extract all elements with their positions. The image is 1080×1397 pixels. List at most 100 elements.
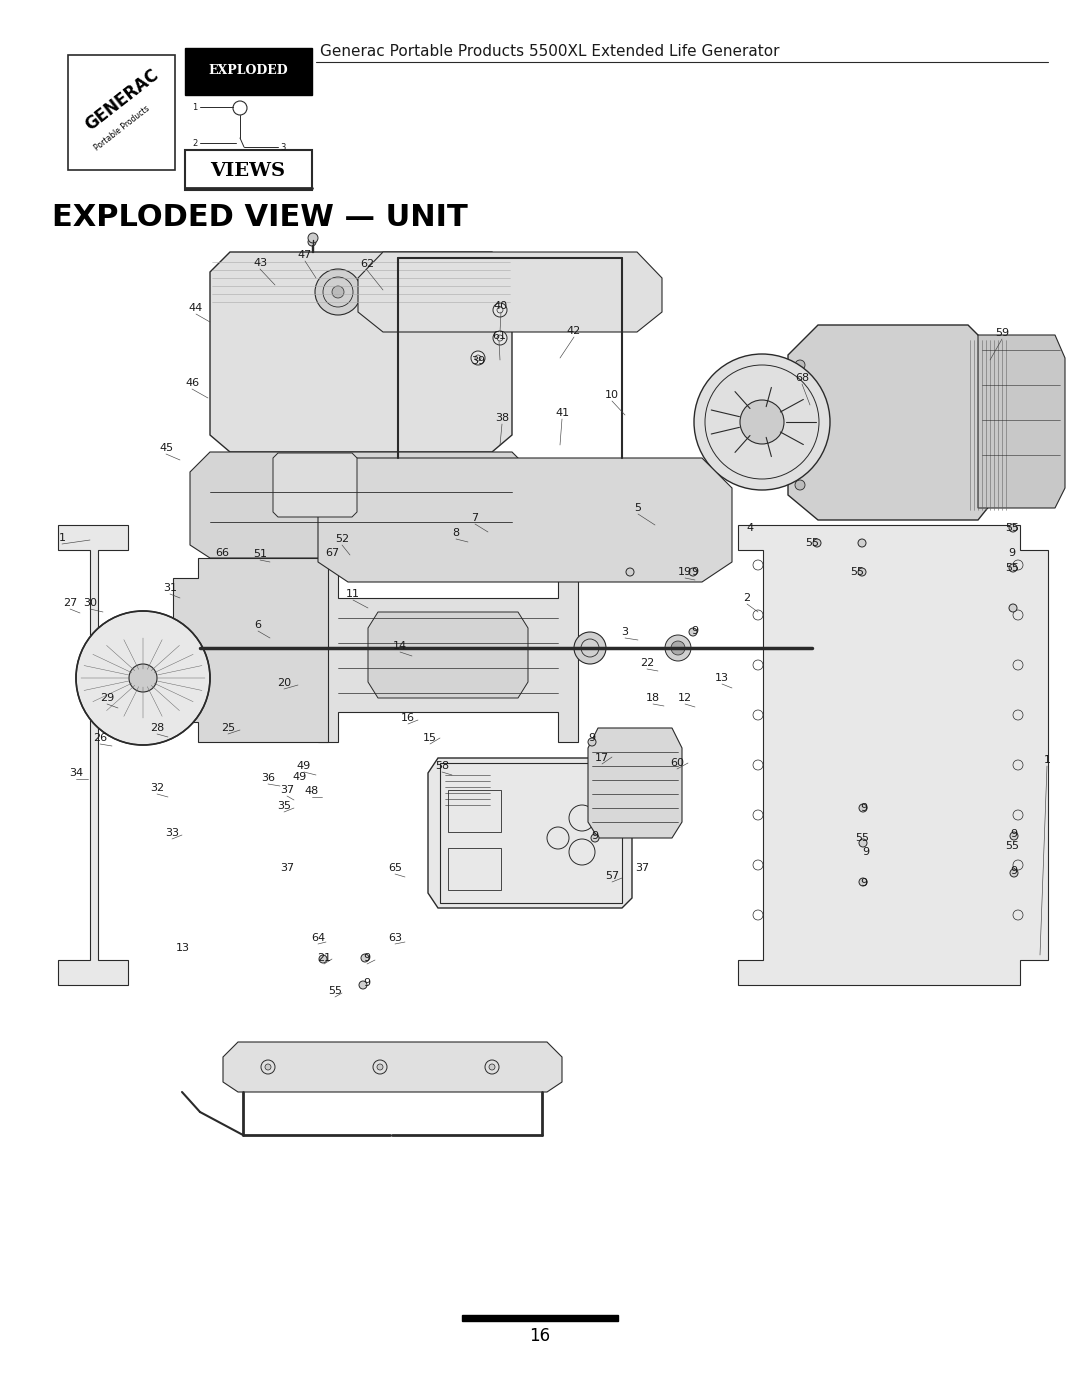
Text: 65: 65 (388, 863, 402, 873)
Text: 9: 9 (1011, 828, 1017, 840)
Text: 1: 1 (192, 102, 198, 112)
Text: EXPLODED VIEW — UNIT: EXPLODED VIEW — UNIT (52, 204, 468, 232)
Text: 19: 19 (678, 567, 692, 577)
Circle shape (1009, 604, 1017, 612)
Text: 47: 47 (298, 250, 312, 260)
Text: 1: 1 (1043, 754, 1051, 766)
Text: Portable Products: Portable Products (93, 103, 151, 152)
Text: 58: 58 (435, 761, 449, 771)
Circle shape (795, 481, 805, 490)
Text: 48: 48 (305, 787, 319, 796)
Bar (448, 848, 501, 890)
Polygon shape (788, 326, 998, 520)
Polygon shape (210, 251, 512, 453)
Polygon shape (222, 1042, 562, 1092)
Bar (448, 789, 501, 833)
Text: 3: 3 (281, 142, 286, 151)
Circle shape (1009, 524, 1017, 532)
Text: 9: 9 (364, 953, 370, 963)
Text: 3: 3 (621, 627, 629, 637)
Polygon shape (462, 1315, 618, 1322)
Text: 66: 66 (215, 548, 229, 557)
Polygon shape (185, 149, 312, 190)
Circle shape (1009, 564, 1017, 571)
Text: 51: 51 (253, 549, 267, 559)
Text: 9: 9 (589, 733, 595, 743)
Text: 39: 39 (471, 356, 485, 366)
Circle shape (319, 956, 327, 963)
Text: 15: 15 (423, 733, 437, 743)
Circle shape (626, 569, 634, 576)
Text: 60: 60 (670, 759, 684, 768)
Text: 9: 9 (592, 831, 598, 841)
Text: 55: 55 (855, 833, 869, 842)
Text: 42: 42 (567, 326, 581, 337)
Text: 25: 25 (221, 724, 235, 733)
Polygon shape (357, 251, 662, 332)
Text: 55: 55 (1005, 841, 1020, 851)
Text: 57: 57 (605, 870, 619, 882)
Text: 37: 37 (280, 785, 294, 795)
Circle shape (858, 569, 866, 576)
Text: Generac Portable Products 5500XL Extended Life Generator: Generac Portable Products 5500XL Extende… (320, 45, 780, 60)
Circle shape (471, 351, 485, 365)
Text: 32: 32 (150, 782, 164, 793)
Circle shape (795, 390, 805, 400)
Text: 28: 28 (150, 724, 164, 733)
Text: 9: 9 (364, 978, 370, 988)
Polygon shape (68, 54, 175, 170)
Text: 55: 55 (850, 567, 864, 577)
Text: 13: 13 (715, 673, 729, 683)
Polygon shape (368, 612, 528, 698)
Text: 45: 45 (159, 443, 173, 453)
Circle shape (689, 569, 697, 576)
Text: 10: 10 (605, 390, 619, 400)
Text: 55: 55 (805, 538, 819, 548)
Text: 9: 9 (863, 847, 869, 856)
Text: 64: 64 (311, 933, 325, 943)
Text: 61: 61 (492, 331, 507, 341)
Text: 34: 34 (69, 768, 83, 778)
Text: 33: 33 (165, 828, 179, 838)
Polygon shape (318, 557, 578, 742)
Text: 5: 5 (635, 503, 642, 513)
Bar (440, 763, 622, 902)
Text: 44: 44 (189, 303, 203, 313)
Polygon shape (738, 525, 1048, 985)
Circle shape (689, 629, 697, 636)
Text: 9: 9 (861, 877, 867, 888)
Text: 29: 29 (99, 693, 114, 703)
Text: 49: 49 (293, 773, 307, 782)
Text: 9: 9 (861, 803, 867, 813)
Polygon shape (173, 557, 328, 742)
Circle shape (308, 237, 316, 246)
Circle shape (813, 539, 821, 548)
Text: 49: 49 (297, 761, 311, 771)
Polygon shape (273, 453, 357, 517)
Text: 9: 9 (1011, 866, 1017, 876)
Text: 59: 59 (995, 328, 1009, 338)
Circle shape (1010, 869, 1018, 877)
Polygon shape (428, 759, 632, 908)
Text: 36: 36 (261, 773, 275, 782)
Circle shape (740, 400, 784, 444)
Circle shape (492, 303, 507, 317)
Circle shape (359, 981, 367, 989)
Text: 16: 16 (401, 712, 415, 724)
Text: 18: 18 (646, 693, 660, 703)
Text: 26: 26 (93, 733, 107, 743)
Text: 35: 35 (276, 800, 291, 812)
Text: 2: 2 (192, 138, 198, 148)
Text: 1: 1 (58, 534, 66, 543)
Circle shape (588, 738, 596, 746)
Text: 38: 38 (495, 414, 509, 423)
Text: 31: 31 (163, 583, 177, 592)
Circle shape (492, 331, 507, 345)
Polygon shape (978, 335, 1065, 509)
Text: 68: 68 (795, 373, 809, 383)
Circle shape (315, 270, 361, 314)
Circle shape (591, 834, 599, 842)
Circle shape (361, 954, 369, 963)
Text: 55: 55 (1005, 522, 1020, 534)
Text: 41: 41 (555, 408, 569, 418)
